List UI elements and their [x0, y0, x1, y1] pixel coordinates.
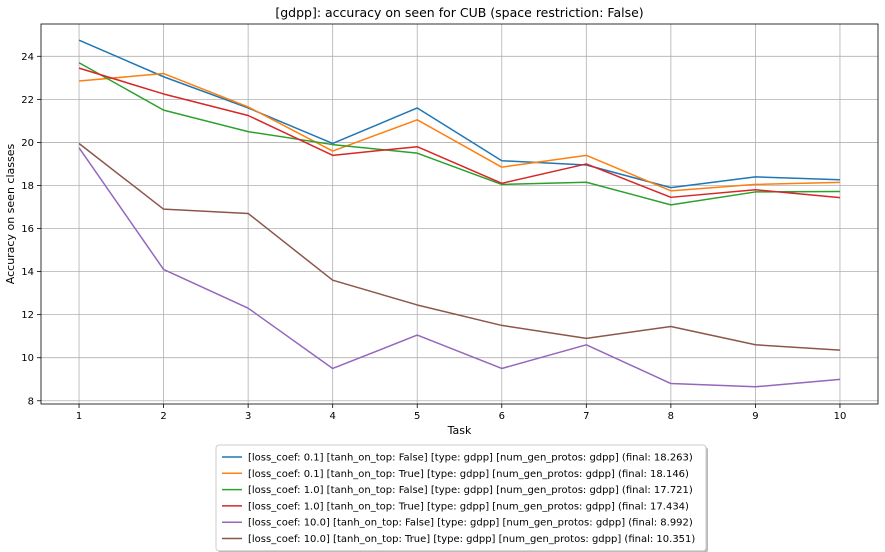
- y-tick-label: 8: [28, 396, 34, 407]
- x-tick-label: 2: [160, 411, 166, 422]
- y-axis-label: Accuracy on seen classes: [4, 144, 17, 285]
- legend-entry-5: [loss_coef: 10.0] [tanh_on_top: False] […: [248, 518, 693, 529]
- x-tick-label: 10: [834, 411, 847, 422]
- legend-entry-6: [loss_coef: 10.0] [tanh_on_top: True] [t…: [248, 534, 695, 545]
- series-line-2: [78, 72, 840, 192]
- series-line-4: [78, 67, 841, 199]
- x-tick-label: 1: [76, 411, 82, 422]
- x-tick-label: 5: [414, 411, 420, 422]
- x-tick-label: 8: [668, 411, 674, 422]
- grid: [41, 24, 878, 404]
- y-tick-label: 18: [21, 181, 34, 192]
- series-line-6: [78, 142, 840, 351]
- y-tick-label: 20: [21, 138, 34, 149]
- y-tick-label: 12: [21, 310, 34, 321]
- chart-title: [gdpp]: accuracy on seen for CUB (space …: [275, 5, 643, 20]
- x-tick-label: 4: [329, 411, 335, 422]
- x-tick-label: 3: [245, 411, 251, 422]
- x-axis-ticks: 1 2 3 4 5 6 7 8 9 10: [76, 404, 846, 422]
- y-tick-label: 16: [21, 224, 34, 235]
- plot-frame: [40, 23, 879, 405]
- legend-entry-2: [loss_coef: 0.1] [tanh_on_top: True] [ty…: [248, 469, 689, 480]
- legend-entry-1: [loss_coef: 0.1] [tanh_on_top: False] [t…: [248, 453, 693, 464]
- legend-box: [215, 444, 707, 552]
- y-tick-label: 10: [21, 353, 34, 364]
- x-tick-label: 9: [752, 411, 758, 422]
- y-tick-label: 24: [21, 52, 34, 63]
- x-tick-label: 7: [583, 411, 589, 422]
- y-tick-label: 14: [21, 267, 34, 278]
- x-axis-label: Task: [447, 424, 472, 437]
- y-tick-label: 22: [21, 95, 34, 106]
- series-lines: [78, 39, 841, 388]
- series-line-5: [78, 147, 841, 388]
- legend-entry-3: [loss_coef: 1.0] [tanh_on_top: False] [t…: [248, 485, 693, 496]
- series-line-1: [78, 39, 840, 189]
- x-tick-label: 6: [499, 411, 505, 422]
- series-line-3: [78, 62, 840, 206]
- legend: [loss_coef: 0.1] [tanh_on_top: False] [t…: [215, 444, 708, 552]
- legend-entry-4: [loss_coef: 1.0] [tanh_on_top: True] [ty…: [248, 501, 689, 512]
- y-axis-ticks: 8 10 12 14 16 18 20 22 24: [21, 52, 41, 407]
